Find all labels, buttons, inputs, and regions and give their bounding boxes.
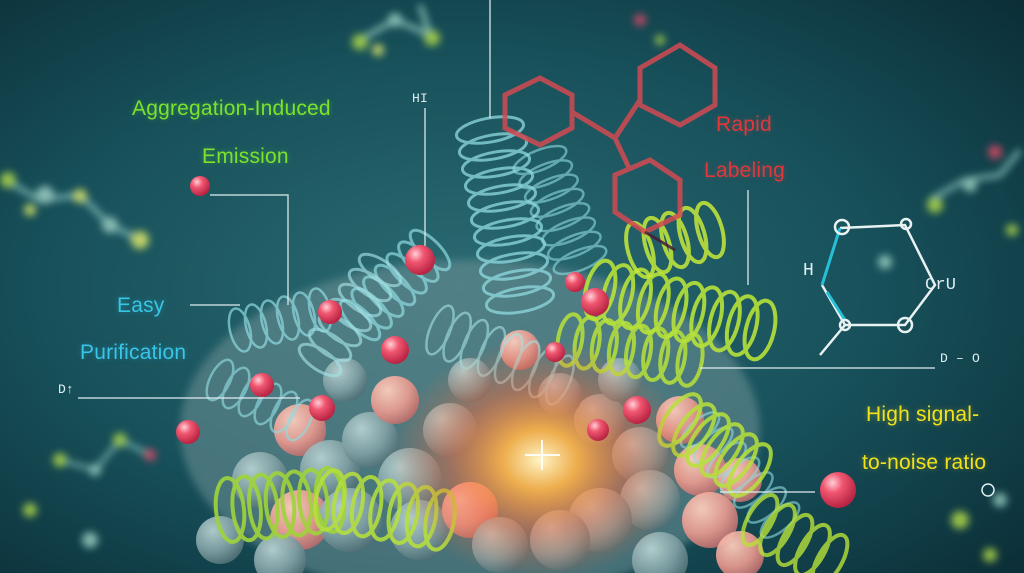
helix xyxy=(740,492,850,573)
tag-cru: CrU xyxy=(925,276,957,295)
protein-lobe xyxy=(196,516,244,564)
helix xyxy=(512,144,608,276)
label-easy: Easy xyxy=(117,294,165,317)
protein-lobe xyxy=(682,492,738,548)
bead xyxy=(623,396,651,424)
label-beads xyxy=(176,176,995,508)
helix xyxy=(297,252,403,378)
bead xyxy=(176,420,200,444)
sparkle-icon xyxy=(525,440,560,470)
bead xyxy=(581,288,609,316)
bead-outline xyxy=(981,483,995,497)
protein-lobe xyxy=(323,358,367,402)
label-emission: Emission xyxy=(202,145,289,168)
background-molecules xyxy=(0,4,1022,562)
label-labeling: Labeling xyxy=(704,159,786,182)
protein-lobe xyxy=(254,534,306,573)
label-noise-ratio: to-noise ratio xyxy=(862,451,987,474)
fluorescence-glow xyxy=(390,340,690,573)
label-high-signal: High signal- xyxy=(866,403,980,426)
tag-d-right: D – O xyxy=(940,351,981,366)
pointer-lines xyxy=(78,0,935,493)
bead xyxy=(587,419,609,441)
label-purification: Purification xyxy=(80,341,187,364)
protein-lobe xyxy=(342,412,398,468)
tag-h: H xyxy=(803,261,815,281)
bead xyxy=(381,336,409,364)
bead xyxy=(309,395,335,421)
bead xyxy=(820,472,856,508)
helix xyxy=(213,466,347,544)
bead xyxy=(565,272,585,292)
protein-lobe xyxy=(716,531,764,573)
fluorophore-molecule xyxy=(502,42,718,252)
helix xyxy=(227,287,333,353)
label-aggregation-induced: Aggregation-Induced xyxy=(132,97,331,120)
ring-structure xyxy=(819,217,937,356)
bead xyxy=(545,342,565,362)
tag-hi: HI xyxy=(412,91,429,106)
label-rapid: Rapid xyxy=(716,113,772,136)
helix xyxy=(582,258,778,362)
bead xyxy=(250,373,274,397)
bead xyxy=(318,300,342,324)
tag-d-left: D↑ xyxy=(58,382,75,397)
bead xyxy=(405,245,435,275)
bead xyxy=(190,176,210,196)
helix xyxy=(454,115,556,315)
